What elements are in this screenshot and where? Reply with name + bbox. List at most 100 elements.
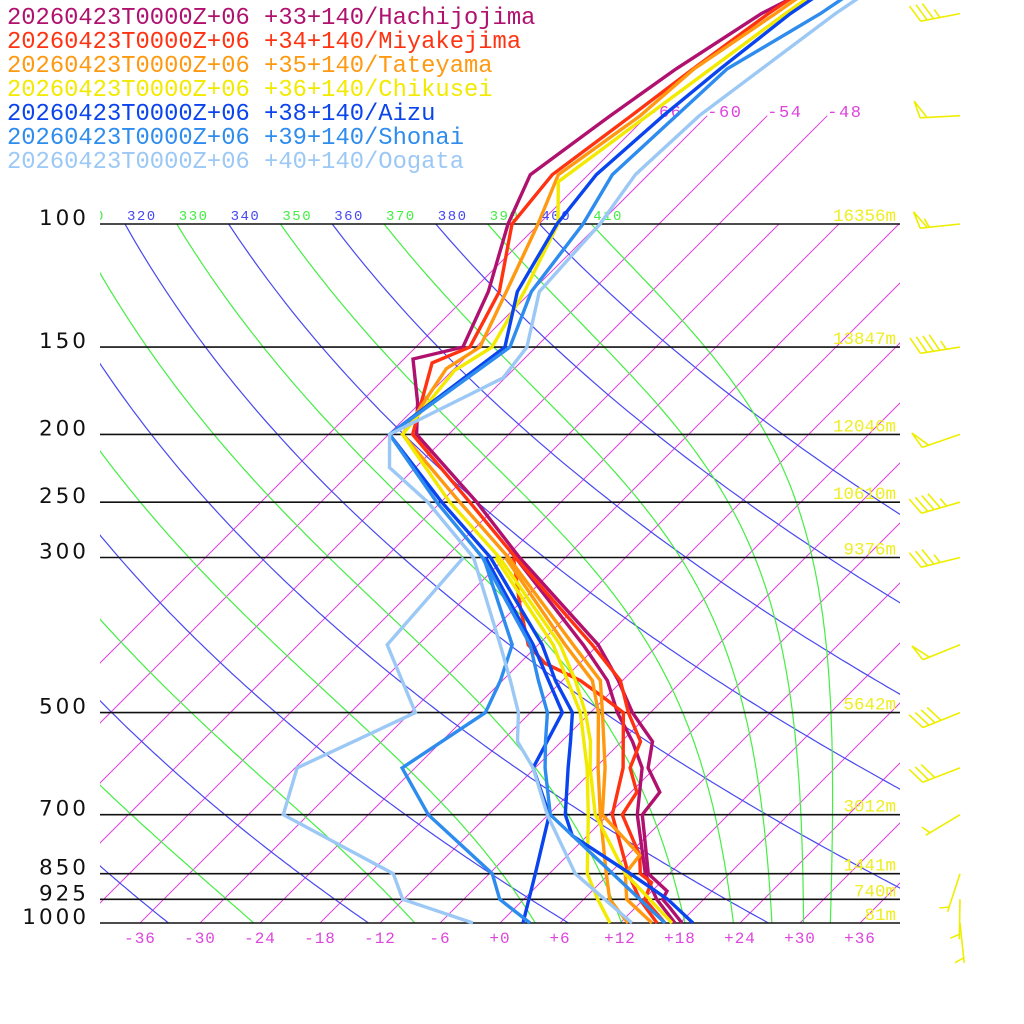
- wind-barb: [954, 922, 965, 964]
- isotherm-line: [100, 115, 708, 724]
- wind-barb-half: [940, 340, 947, 350]
- pressure-label: 700: [39, 797, 89, 822]
- pressure-label: 500: [39, 695, 89, 720]
- dry-adiabat-line: [331, 223, 900, 695]
- wind-barb-staff: [958, 899, 961, 940]
- temperature-tick-label: +0: [489, 930, 510, 948]
- wind-barb-staff: [922, 711, 961, 729]
- wind-barb-staff: [959, 922, 965, 963]
- wind-barb-half: [921, 826, 931, 834]
- pressure-label: 150: [39, 329, 89, 354]
- wind-barb-full: [927, 493, 941, 509]
- adiabat-label: 340: [231, 209, 261, 225]
- legend-item-oogata: 20260423T0000Z+06 +40+140/Oogata: [7, 149, 464, 176]
- isotherm-line: [859, 882, 900, 923]
- temperature-tick-label: +30: [784, 930, 816, 948]
- temperature-line-tateyama: [400, 0, 798, 925]
- temperature-tick-label: -24: [244, 930, 276, 948]
- temperature-tick-label: -18: [304, 930, 336, 948]
- isotherm-line: [619, 642, 900, 923]
- height-label: 16356m: [833, 207, 896, 227]
- wind-barb-staff: [921, 556, 961, 568]
- wind-barb-half: [923, 218, 930, 228]
- wind-barb: [949, 899, 961, 940]
- isotherm-line: [559, 582, 900, 923]
- isotherm-line: [379, 402, 900, 923]
- wind-barb-full: [915, 4, 928, 21]
- temperature-tick-label: +12: [604, 930, 636, 948]
- wind-barb: [908, 493, 961, 514]
- isotherm-top-label: -54: [767, 104, 802, 123]
- pressure-label: 925: [39, 881, 89, 906]
- wind-barb-full: [914, 496, 929, 512]
- wind-barb: [913, 100, 961, 119]
- height-label: 81m: [864, 906, 896, 926]
- wind-barb-full: [920, 764, 936, 779]
- wind-barb-full: [922, 335, 934, 352]
- height-label: 13847m: [833, 330, 896, 350]
- dry-adiabat-line: [228, 223, 900, 790]
- wind-barb-pennant: [911, 645, 930, 661]
- pressure-label: 850: [39, 856, 89, 881]
- wind-barb-staff: [921, 501, 961, 514]
- wind-barb-full: [914, 550, 929, 567]
- wind-barb-full: [908, 768, 924, 783]
- wind-barb-full: [914, 711, 930, 726]
- height-label: 9376m: [843, 541, 896, 561]
- adiabat-labels: 310 320 330 340 350 360 370 380 390 400 410: [100, 209, 621, 225]
- wind-barb: [908, 548, 961, 568]
- temperature-axis-labels: -36 -30 -24 -18 -12 -6 +0 +6 +12 +18 +24 +30 +36: [124, 930, 876, 948]
- adiabat-label: 350: [282, 209, 312, 225]
- dewpoint-line-tateyama: [504, 556, 630, 925]
- station-profile-tateyama: [400, 0, 798, 925]
- isotherm-line: [259, 282, 900, 923]
- wind-barb: [911, 432, 961, 449]
- station-profile-oogata: [281, 0, 859, 925]
- adiabat-label: 380: [438, 209, 468, 225]
- wind-barb-pennant: [911, 432, 930, 448]
- isotherm-line: [499, 522, 900, 923]
- isotherm-top-label: -48: [827, 104, 862, 123]
- isotherm-line: [319, 342, 900, 923]
- wind-barb-half: [933, 8, 941, 18]
- dewpoint-line-oogata: [281, 556, 474, 925]
- height-labels: 16356m 13847m 12046m 10610m 9376m 5642m 3012m 1…: [833, 207, 896, 926]
- station-profile-shonai: [387, 0, 844, 925]
- isotherm-line: [739, 762, 900, 923]
- dewpoint-line-chikusei: [494, 556, 612, 924]
- isotherm-line: [100, 115, 768, 784]
- pressure-label: 1000: [22, 905, 89, 930]
- wind-barb-half: [933, 554, 941, 563]
- adiabat-label: 330: [179, 209, 209, 225]
- wind-barb-staff: [925, 814, 961, 836]
- adiabat-label: 320: [127, 209, 157, 225]
- moist-adiabat-line: [383, 223, 773, 923]
- temperature-tick-label: +36: [844, 930, 876, 948]
- wind-barb-full: [908, 552, 922, 568]
- wind-barb: [911, 644, 961, 661]
- dewpoint-line-shonai: [399, 556, 532, 925]
- wind-barb: [908, 706, 961, 729]
- temperature-tick-label: -12: [364, 930, 396, 948]
- wind-barb-full: [921, 548, 935, 565]
- isotherm-line: [100, 115, 648, 664]
- height-label: 5642m: [843, 696, 896, 716]
- moist-adiabat-line: [100, 271, 623, 923]
- isotherm-line: [199, 223, 900, 923]
- wind-barb-full: [921, 494, 935, 511]
- temperature-line-miyakejima: [410, 0, 792, 925]
- temperature-tick-label: +18: [664, 930, 696, 948]
- wind-barb: [908, 3, 961, 22]
- pressure-label: 300: [39, 540, 89, 565]
- wind-barb-half: [939, 906, 950, 909]
- temperature-tick-label: +24: [724, 930, 756, 948]
- temperature-tick-label: -6: [429, 930, 450, 948]
- pressure-label: 200: [39, 416, 89, 441]
- legend-item-chikusei: 20260423T0000Z+06 +36+140/Chikusei: [7, 77, 493, 104]
- isotherm-line: [100, 223, 780, 904]
- height-label: 10610m: [833, 485, 896, 505]
- sounding-profiles: [281, 0, 859, 925]
- height-label: 3012m: [843, 798, 896, 818]
- wind-barb-full: [926, 706, 942, 721]
